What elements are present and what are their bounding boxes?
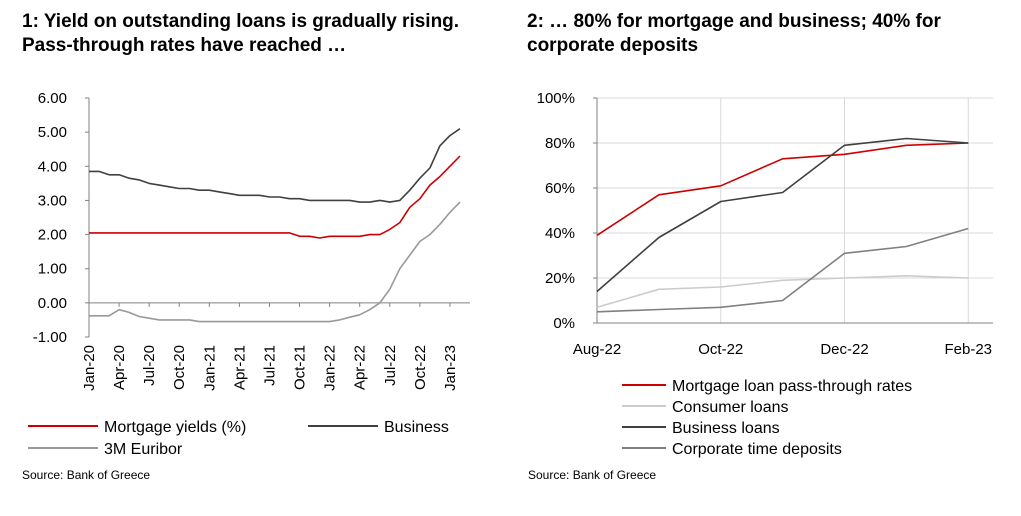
chart1-y-tick-label: 5.00 bbox=[38, 124, 67, 141]
chart2-legend-label-1: Mortgage loan pass-through rates bbox=[672, 378, 912, 395]
chart1-x-tick-label: Oct-20 bbox=[171, 345, 188, 390]
chart1-x-tick-label: Jan-21 bbox=[201, 345, 218, 391]
chart2-title: 2: … 80% for mortgage and business; 40% … bbox=[527, 11, 941, 56]
chart2-series-line-3 bbox=[596, 137, 969, 293]
chart2-x-tick-label: Dec-22 bbox=[820, 341, 868, 358]
chart1-legend-label-3: 3M Euribor bbox=[104, 441, 183, 458]
chart1-y-tick-label: 2.00 bbox=[38, 227, 67, 244]
chart2-series-line-1 bbox=[596, 142, 969, 236]
chart1-x-tick-label: Apr-22 bbox=[352, 345, 369, 390]
chart2-series-line-2 bbox=[596, 274, 969, 309]
chart1-legend-label-1: Mortgage yields (%) bbox=[104, 419, 246, 436]
chart2-y-tick-label: 100% bbox=[537, 90, 575, 107]
chart1-series-line-2 bbox=[89, 128, 461, 203]
chart1-x-tick-label: Oct-21 bbox=[292, 345, 309, 390]
chart1-x-tick-label: Oct-22 bbox=[412, 345, 429, 390]
chart2-y-tick-label: 0% bbox=[553, 315, 575, 332]
chart1-source: Source: Bank of Greece bbox=[22, 468, 151, 482]
chart2-y-tick-label: 40% bbox=[545, 225, 575, 242]
chart2-x-tick-label: Feb-23 bbox=[944, 341, 992, 358]
chart2-series-line-4 bbox=[596, 227, 969, 313]
chart1-y-tick-label: 3.00 bbox=[38, 192, 67, 209]
chart2-legend-label-4: Corporate time deposits bbox=[672, 441, 842, 458]
chart1-x-tick-label: Jul-21 bbox=[261, 345, 278, 386]
chart1-y-tick-label: 0.00 bbox=[38, 295, 67, 312]
chart1-y-tick-label: -1.00 bbox=[33, 329, 67, 346]
chart2-x-tick-label: Oct-22 bbox=[698, 341, 743, 358]
chart2-x-tick-label: Aug-22 bbox=[573, 341, 621, 358]
chart1-title: 1: Yield on outstanding loans is gradual… bbox=[22, 11, 460, 56]
chart2-legend-label-2: Consumer loans bbox=[672, 399, 789, 416]
chart1-x-tick-label: Jan-22 bbox=[322, 345, 339, 391]
chart1-x-tick-label: Jan-20 bbox=[81, 345, 98, 391]
chart2-y-tick-label: 60% bbox=[545, 180, 575, 197]
chart1-y-tick-label: 4.00 bbox=[38, 158, 67, 175]
chart1-x-tick-label: Apr-20 bbox=[111, 345, 128, 390]
chart1-series-line-3 bbox=[89, 201, 461, 323]
chart1-y-tick-label: 6.00 bbox=[38, 90, 67, 107]
chart1-legend-label-2: Business bbox=[384, 419, 449, 436]
chart1-x-tick-label: Apr-21 bbox=[231, 345, 248, 390]
chart2-source: Source: Bank of Greece bbox=[528, 468, 657, 482]
chart1-series-line-1 bbox=[89, 155, 461, 239]
chart1-x-tick-label: Jan-23 bbox=[442, 345, 459, 391]
chart2-y-tick-label: 80% bbox=[545, 135, 575, 152]
chart1-x-tick-label: Jul-20 bbox=[141, 345, 158, 386]
chart1-x-tick-label: Jul-22 bbox=[382, 345, 399, 386]
chart2-y-tick-label: 20% bbox=[545, 270, 575, 287]
chart2-legend-label-3: Business loans bbox=[672, 420, 780, 437]
chart1-y-tick-label: 1.00 bbox=[38, 261, 67, 278]
